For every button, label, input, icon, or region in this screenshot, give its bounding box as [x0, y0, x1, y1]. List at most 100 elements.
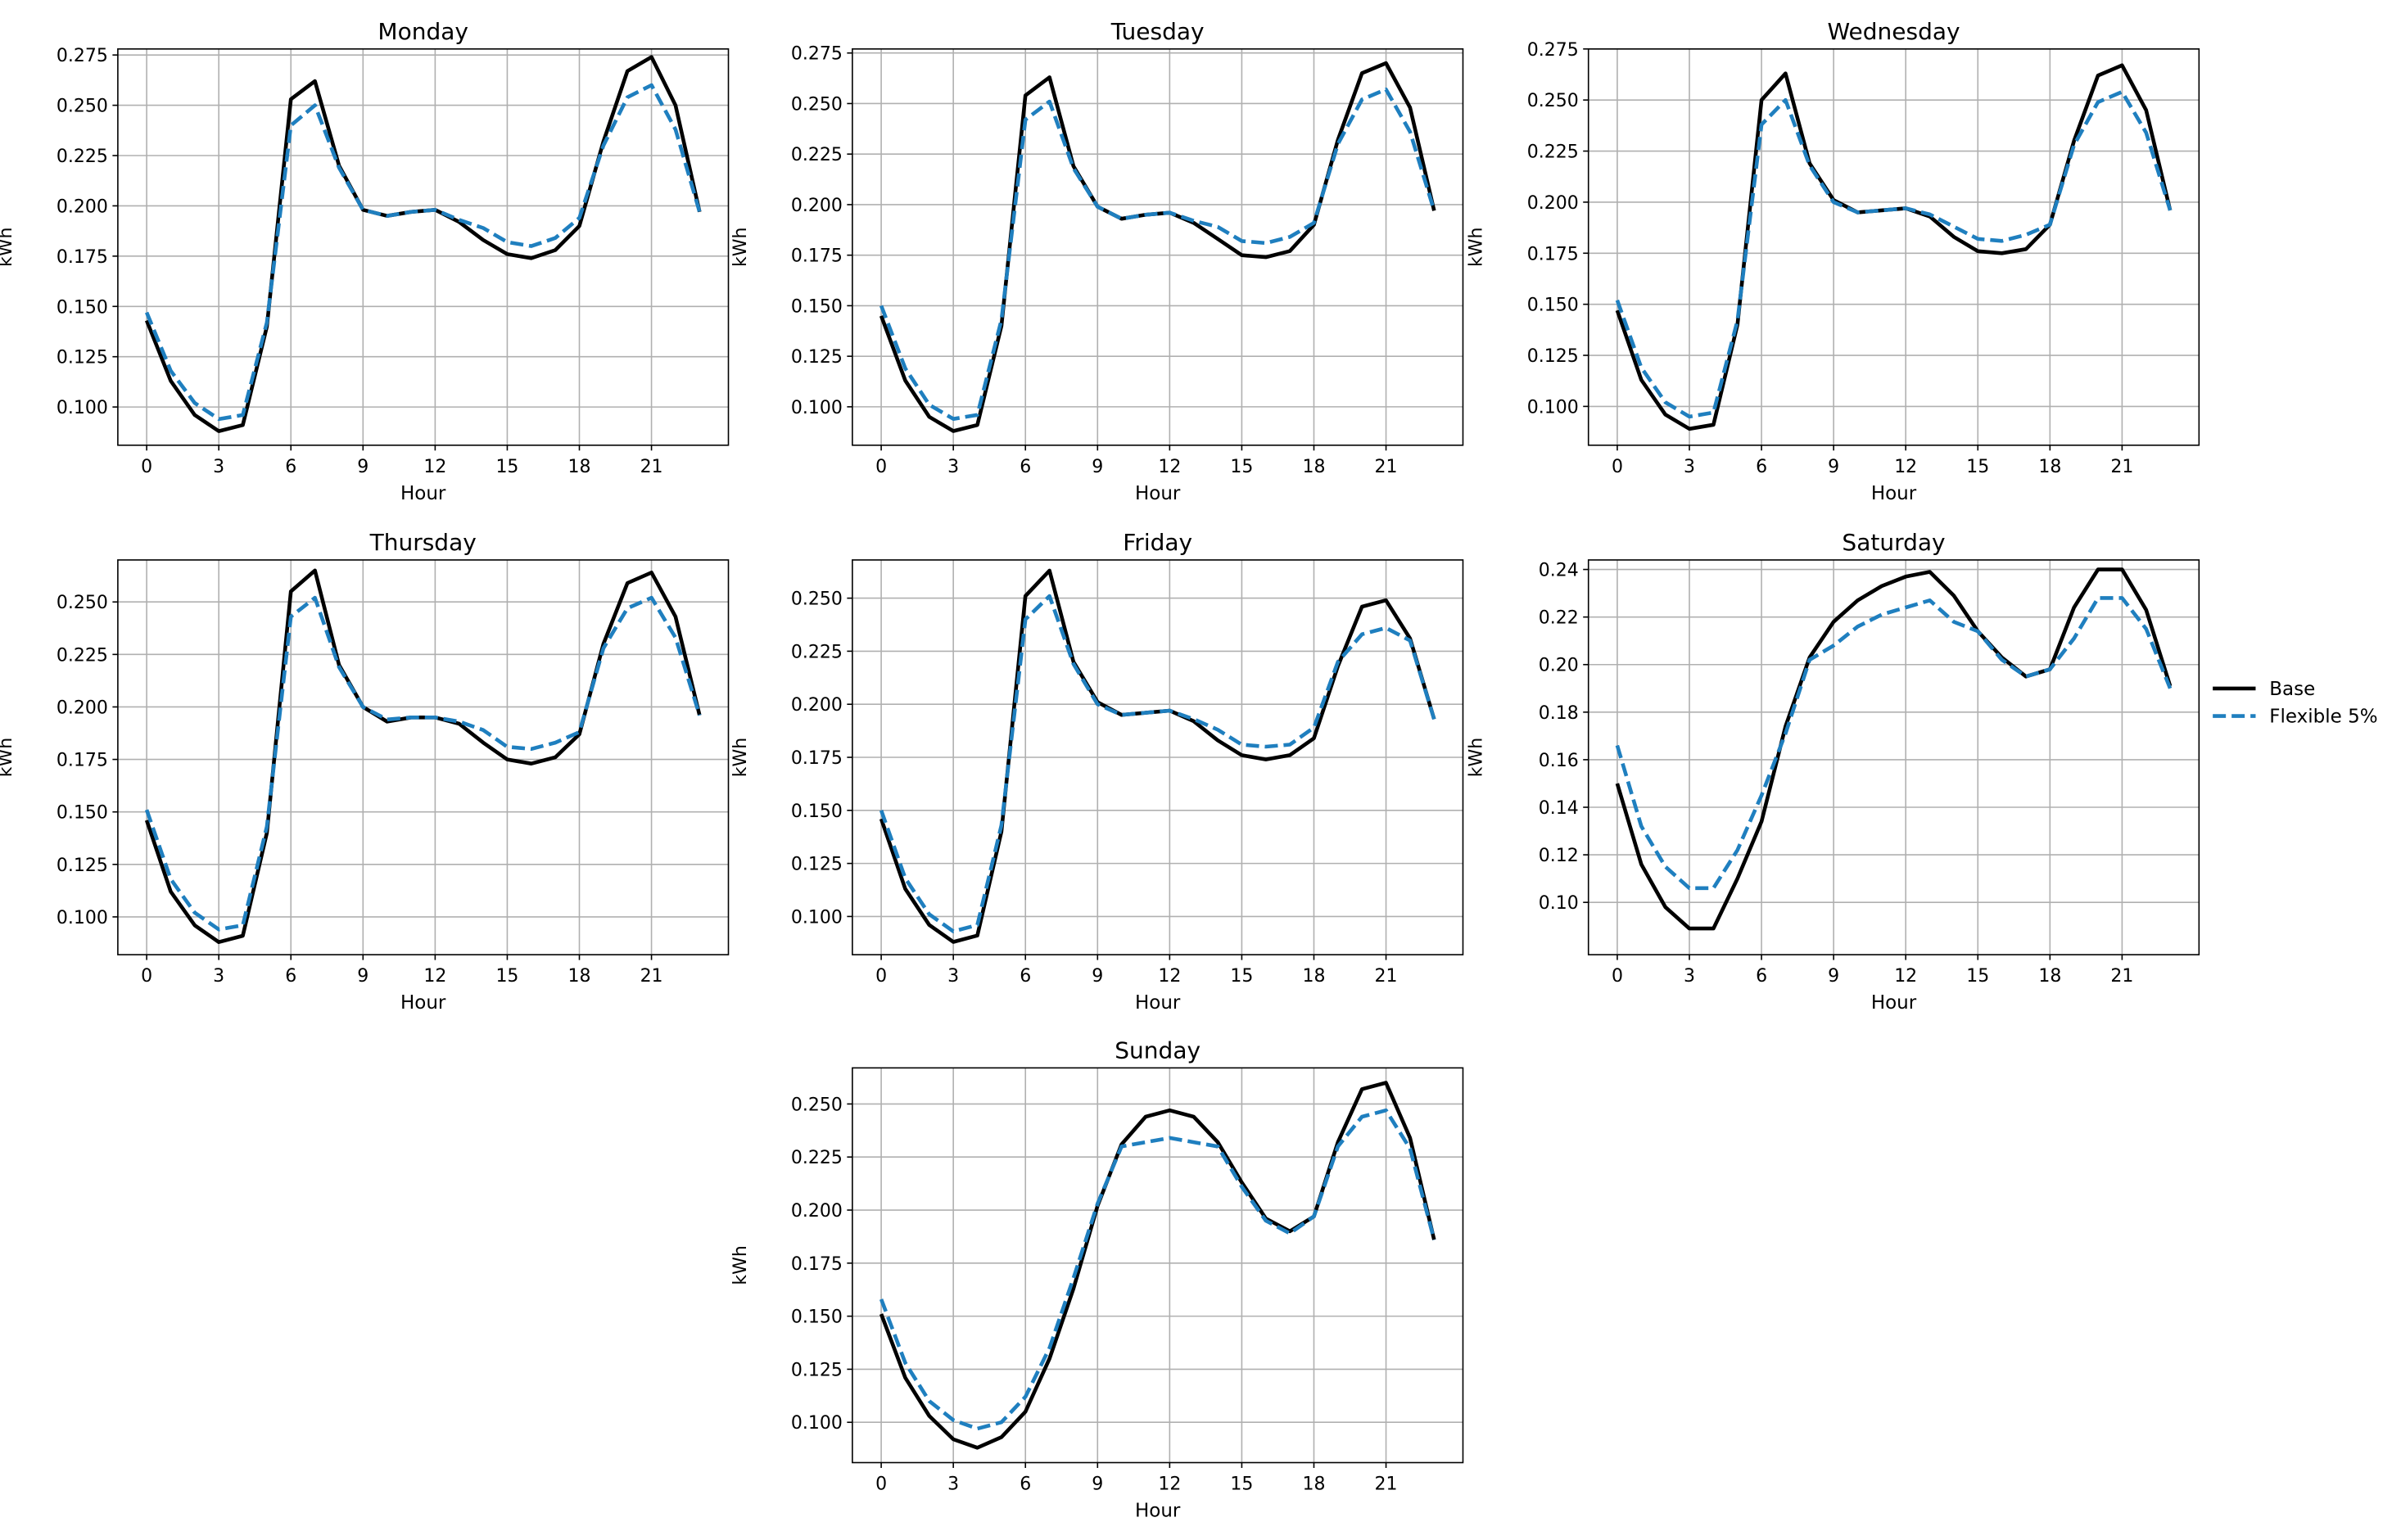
y-tick-label: 0.20: [1539, 656, 1579, 676]
y-tick-label: 0.175: [791, 1254, 843, 1275]
series-line-base: [879, 61, 1436, 433]
y-axis-label: kWh: [1467, 738, 1487, 777]
chart-title: Friday: [1123, 529, 1192, 556]
series-line-flexible: [144, 595, 702, 932]
chart-panel-tuesday: 0 3 6 9 12 15 18 21 0.100 0.125 0.150 0.175 0.200 0.2…: [730, 18, 1464, 504]
x-tick-label: 12: [1894, 966, 1917, 987]
y-tick-label: 0.200: [1527, 193, 1579, 214]
x-tick-label: 3: [213, 966, 224, 987]
axes-frame: [117, 559, 730, 955]
x-tick-label: 6: [1020, 1474, 1031, 1494]
x-tick-label: 6: [1756, 966, 1767, 987]
chart-title: Sunday: [1115, 1036, 1200, 1064]
x-tick-label: 18: [1302, 966, 1325, 987]
y-tick-label: 0.150: [57, 803, 108, 824]
y-tick-label: 0.175: [791, 246, 843, 267]
x-tick-label: 18: [568, 966, 591, 987]
x-axis-label: Hour: [1871, 992, 1917, 1014]
x-tick-label: 3: [947, 966, 959, 987]
x-tick-label: 18: [2038, 966, 2061, 987]
chart-panel-friday: 0 3 6 9 12 15 18 21 0.100 0.125 0.150 0.175 0.200 0.2…: [730, 529, 1464, 1014]
x-tick-label: 6: [1020, 457, 1031, 477]
chart-title: Tuesday: [1110, 18, 1205, 45]
y-tick-label: 0.18: [1539, 703, 1579, 724]
y-tick-label: 0.16: [1539, 751, 1579, 771]
series-line-base: [879, 568, 1436, 944]
axes-frame: [1587, 47, 2200, 446]
chart-panel-thursday: 0 3 6 9 12 15 18 21 0.100 0.125 0.150 0.175 0.200 0.2…: [0, 529, 730, 1014]
y-tick-label: 0.100: [57, 908, 108, 928]
x-axis-label: Hour: [400, 992, 446, 1014]
y-tick-label: 0.150: [1527, 296, 1579, 316]
x-tick-label: 12: [423, 966, 446, 987]
axes-frame: [852, 47, 1464, 446]
x-tick-label: 9: [357, 457, 369, 477]
y-tick-label: 0.100: [791, 398, 843, 418]
x-tick-label: 15: [1966, 966, 1989, 987]
y-tick-label: 0.125: [1527, 346, 1579, 367]
x-tick-label: 12: [1158, 966, 1181, 987]
x-tick-label: 9: [1092, 1474, 1103, 1494]
y-tick-label: 0.200: [57, 196, 108, 217]
y-tick-label: 0.275: [57, 46, 108, 66]
y-tick-label: 0.250: [57, 97, 108, 117]
y-tick-label: 0.100: [1527, 397, 1579, 418]
x-tick-label: 3: [947, 1474, 959, 1494]
x-tick-label: 9: [1092, 457, 1103, 477]
y-tick-label: 0.225: [57, 645, 108, 666]
x-tick-label: 0: [1612, 457, 1623, 477]
series-line-base: [1615, 567, 2173, 931]
y-tick-label: 0.175: [1527, 244, 1579, 264]
series-line-flexible: [1615, 596, 2173, 891]
y-tick-label: 0.10: [1539, 893, 1579, 914]
y-tick-label: 0.12: [1539, 846, 1579, 866]
x-tick-label: 6: [1756, 457, 1767, 477]
x-tick-label: 15: [495, 966, 518, 987]
x-tick-label: 18: [2038, 457, 2061, 477]
series-line-flexible: [879, 594, 1436, 933]
y-tick-label: 0.22: [1539, 608, 1579, 629]
y-tick-label: 0.275: [791, 44, 843, 65]
y-tick-label: 0.225: [791, 1148, 843, 1168]
y-tick-label: 0.225: [1527, 142, 1579, 163]
x-tick-label: 12: [1158, 1474, 1181, 1494]
x-tick-label: 18: [1302, 1474, 1325, 1494]
x-tick-label: 21: [2110, 457, 2133, 477]
x-tick-label: 15: [495, 457, 518, 477]
x-tick-label: 15: [1230, 1474, 1253, 1494]
x-tick-label: 3: [1684, 966, 1695, 987]
x-tick-label: 15: [1230, 457, 1253, 477]
chart-panel-monday: 0 3 6 9 12 15 18 21 0.100 0.125 0.150 0.175 0.200 0.2…: [0, 18, 730, 504]
x-tick-label: 6: [285, 966, 296, 987]
x-tick-label: 21: [640, 457, 663, 477]
chart-title: Wednesday: [1827, 18, 1960, 45]
series-line-base: [144, 568, 702, 944]
y-tick-label: 0.125: [57, 856, 108, 876]
x-tick-label: 9: [1828, 966, 1839, 987]
series-line-base: [879, 1081, 1436, 1450]
chart-title: Monday: [378, 18, 468, 45]
x-tick-label: 3: [947, 457, 959, 477]
x-tick-label: 9: [357, 966, 369, 987]
y-tick-label: 0.225: [791, 642, 843, 662]
y-axis-label: kWh: [1467, 228, 1487, 267]
axes-frame: [852, 1067, 1464, 1464]
series-line-flexible: [144, 83, 702, 422]
y-tick-label: 0.225: [791, 145, 843, 165]
y-axis-label: kWh: [0, 738, 16, 777]
y-tick-label: 0.14: [1539, 798, 1579, 819]
x-axis-label: Hour: [1135, 483, 1181, 504]
y-tick-label: 0.250: [791, 589, 843, 610]
y-tick-label: 0.200: [791, 1201, 843, 1222]
x-tick-label: 18: [1302, 457, 1325, 477]
y-axis-label: kWh: [730, 738, 751, 777]
x-axis-label: Hour: [400, 483, 446, 504]
axes-frame: [1587, 559, 2200, 955]
x-tick-label: 6: [285, 457, 296, 477]
x-tick-label: 12: [1158, 457, 1181, 477]
x-tick-label: 18: [568, 457, 591, 477]
series-line-base: [144, 55, 702, 433]
y-axis-label: kWh: [730, 228, 751, 267]
x-axis-label: Hour: [1135, 1500, 1181, 1521]
y-tick-label: 0.250: [791, 1095, 843, 1115]
